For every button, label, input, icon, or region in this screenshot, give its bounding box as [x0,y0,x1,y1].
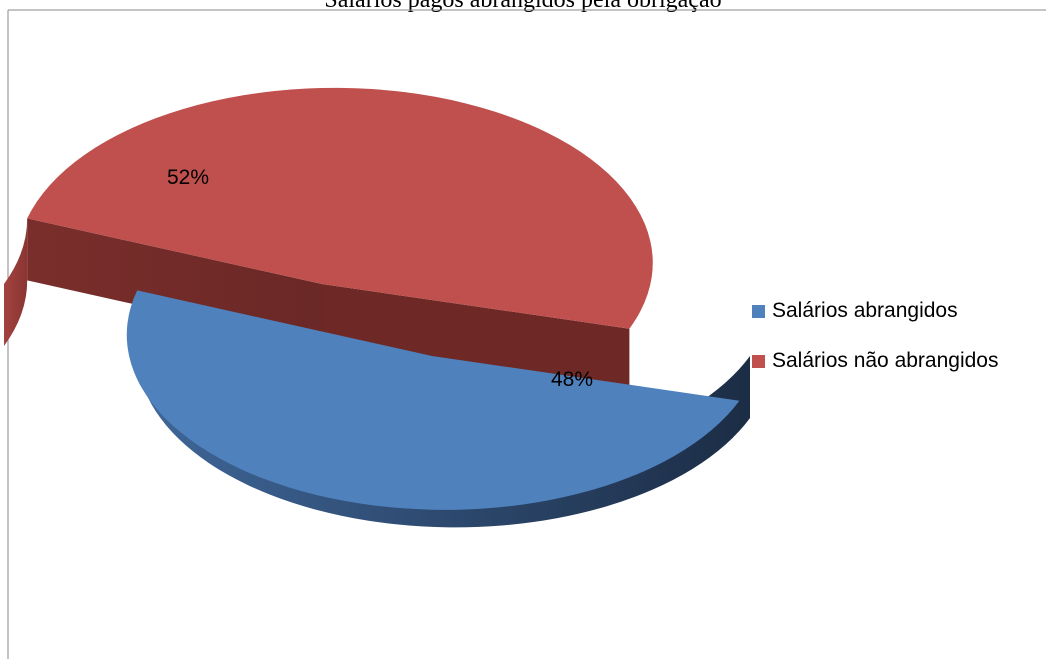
chart-legend: Salários abrangidos Salários não abrangi… [752,296,999,396]
legend-label-abrangidos: Salários abrangidos [772,299,958,322]
legend-item-nao-abrangidos: Salários não abrangidos [752,346,999,376]
legend-swatch-abrangidos [752,304,765,318]
legend-item-abrangidos: Salários abrangidos [752,296,999,326]
data-label-abrangidos: 48% [551,368,593,391]
slice-nao-abrangidos [27,87,653,329]
slice-cut2-nao-abrangidos [322,284,630,391]
legend-label-nao-abrangidos: Salários não abrangidos [772,349,999,372]
slice-abrangidos [126,290,740,510]
data-label-nao-abrangidos: 52% [167,166,209,189]
slice-side-nao-abrangidos [4,218,28,346]
legend-swatch-nao-abrangidos [752,354,765,368]
slice-cut-nao-abrangidos [27,218,322,346]
